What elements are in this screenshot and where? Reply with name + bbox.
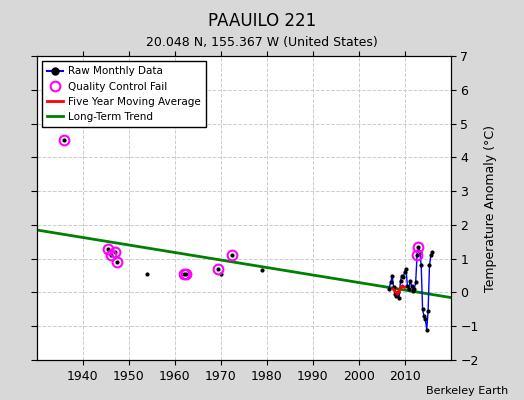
Y-axis label: Temperature Anomaly (°C): Temperature Anomaly (°C) bbox=[484, 124, 497, 292]
Text: PAAUILO 221: PAAUILO 221 bbox=[208, 12, 316, 30]
Text: 20.048 N, 155.367 W (United States): 20.048 N, 155.367 W (United States) bbox=[146, 36, 378, 49]
Text: Berkeley Earth: Berkeley Earth bbox=[426, 386, 508, 396]
Legend: Raw Monthly Data, Quality Control Fail, Five Year Moving Average, Long-Term Tren: Raw Monthly Data, Quality Control Fail, … bbox=[42, 61, 206, 127]
